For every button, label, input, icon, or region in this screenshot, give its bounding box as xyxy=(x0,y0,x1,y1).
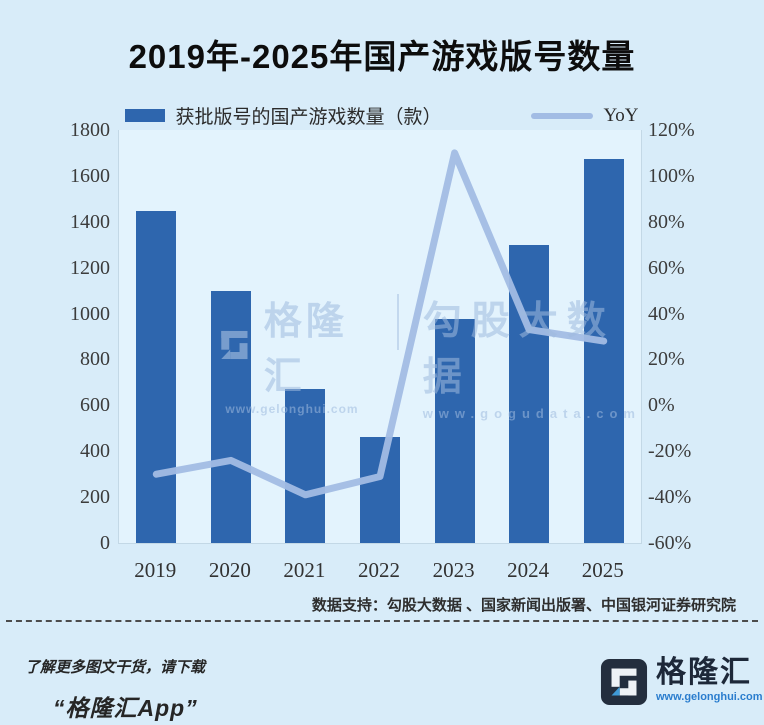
left-axis-tick: 1600 xyxy=(70,164,110,187)
source-credit: 数据支持：勾股大数据 、国家新闻出版署、中国银河证券研究院 xyxy=(311,597,736,614)
bar-2025 xyxy=(583,158,624,543)
right-axis-tick: -60% xyxy=(648,532,692,554)
x-axis-labels: 2019 2020 2021 2022 2023 2024 2025 xyxy=(0,558,764,588)
left-axis-tick: 600 xyxy=(80,394,110,417)
legend-line-swatch xyxy=(531,112,594,119)
right-axis-tick: 0% xyxy=(648,394,675,417)
right-axis-tick: 60% xyxy=(648,256,685,279)
right-axis-tick: 100% xyxy=(648,164,695,187)
x-label-2019: 2019 xyxy=(134,558,177,582)
right-axis-tick: 80% xyxy=(648,210,685,233)
bars-layer xyxy=(119,130,641,543)
footer-cta-text: 了解更多图文干货，请下载 xyxy=(25,659,206,676)
bar-2023 xyxy=(434,319,475,543)
left-axis-tick: 400 xyxy=(80,440,110,463)
yoy-line xyxy=(152,149,608,499)
footer-cta: 了解更多图文干货，请下载 “格隆汇App” xyxy=(25,656,205,723)
legend-bar-label: 获批版号的国产游戏数量（款） xyxy=(175,107,442,128)
x-label-2020: 2020 xyxy=(208,558,251,582)
gelonghui-logo-icon xyxy=(600,658,648,706)
left-axis-tick: 0 xyxy=(100,532,110,554)
footer-app-name: “格隆汇App” xyxy=(53,695,198,721)
x-label-2021: 2021 xyxy=(283,558,326,582)
right-axis: 120% 100% 80% 60% 40% 20% 0% -20% -40% -60% xyxy=(648,119,738,554)
brand-url: www.gelonghui.com xyxy=(656,691,763,703)
legend: 获批版号的国产游戏数量（款） YoY xyxy=(0,102,764,129)
bar-2022 xyxy=(360,437,400,543)
legend-bar-swatch xyxy=(125,109,166,122)
right-axis-tick: 40% xyxy=(648,302,685,325)
footer: 了解更多图文干货，请下载 “格隆汇App” 格隆汇 www.gelonghui.… xyxy=(0,628,764,725)
plot-area: 格隆汇 www.gelonghui.com 勾股大数据 www.gogudata… xyxy=(118,130,642,544)
left-axis-tick: 1800 xyxy=(70,119,110,141)
x-label-2025: 2025 xyxy=(581,558,624,582)
left-axis-tick: 1200 xyxy=(70,256,110,279)
left-axis-tick: 200 xyxy=(80,486,110,509)
bar-2021 xyxy=(285,389,326,543)
right-axis-tick: 20% xyxy=(648,348,685,371)
x-label-2022: 2022 xyxy=(357,558,400,582)
right-axis-tick: -40% xyxy=(648,486,692,509)
left-axis: 1800 1600 1400 1200 1000 800 600 400 200 0 xyxy=(0,119,110,554)
x-label-2024: 2024 xyxy=(507,558,550,582)
left-axis-tick: 1400 xyxy=(70,210,110,233)
right-axis-tick: 120% xyxy=(648,119,695,141)
legend-line-label: YoY xyxy=(603,104,639,126)
left-axis-tick: 1000 xyxy=(70,302,110,325)
x-label-2023: 2023 xyxy=(432,558,475,582)
right-axis-tick: -20% xyxy=(648,440,692,463)
chart-title: 2019年-2025年国产游戏版号数量 xyxy=(128,38,636,75)
chart-area: 1800 1600 1400 1200 1000 800 600 400 200 0 120% 10… xyxy=(0,119,764,592)
bar-2019 xyxy=(136,211,177,543)
brand-logo: 格隆汇 www.gelonghui.com xyxy=(600,658,763,706)
left-axis-tick: 800 xyxy=(80,348,110,371)
brand-name: 格隆汇 xyxy=(656,656,752,689)
dashed-divider xyxy=(6,620,758,622)
